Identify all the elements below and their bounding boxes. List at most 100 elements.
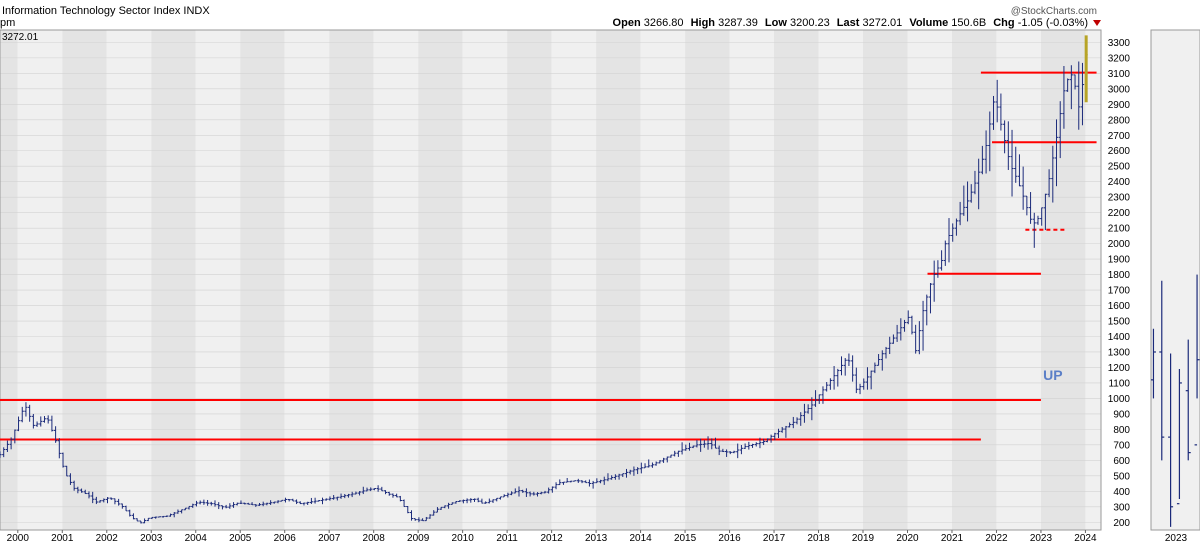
ohlc-bar [517,486,521,497]
ohlc-bar [13,429,17,444]
y-tick-label: 800 [1113,425,1130,436]
ohlc-bar [565,478,569,483]
ohlc-bar [443,505,447,509]
x-tick-label: 2008 [363,533,386,544]
x-tick-label: 2010 [452,533,475,544]
ohlc-bar [1014,146,1018,183]
x-tick-label: 2024 [1074,533,1097,544]
ohlc-bar [647,459,651,468]
ohlc-bar [87,491,91,499]
ohlc-bar [350,491,354,498]
y-tick-label: 3200 [1108,53,1131,64]
ohlc-bar [5,440,10,453]
ohlc-bar [1066,78,1070,92]
ohlc-bar [450,502,454,505]
ohlc-bar [294,499,299,505]
inset-ohlc-bar [1151,328,1156,399]
ohlc-bar [31,413,35,429]
year-band [685,30,730,530]
year-band [418,30,463,530]
ohlc-bar [272,501,276,504]
ohlc-bar [24,402,28,417]
ohlc-bar [658,460,662,464]
ohlc-bar [1058,101,1062,159]
ohlc-bar [354,491,358,495]
watermark: @StockCharts.com [1011,6,1097,17]
x-tick-label: 2012 [540,533,563,544]
y-axis: 200 300 400 500 600 700 800 900 1000 1100 1200 1300… [1108,38,1131,529]
ohlc-bar [661,457,666,463]
ohlc-bar [205,499,210,506]
ohlc-bar [16,416,21,432]
ohlc-bar [328,496,332,501]
year-band [863,30,908,530]
ohlc-bar [550,486,554,493]
x-tick-label: 2009 [407,533,430,544]
ohlc-bar [899,318,903,341]
ohlc-bar [958,201,962,226]
ohlc-bar [402,499,406,508]
y-tick-label: 2900 [1108,100,1131,111]
ohlc-bar [224,504,228,509]
ohlc-bar [980,145,984,175]
ohlc-bar [799,412,803,426]
ohlc-bar [991,95,996,130]
ohlc-bar [432,510,436,516]
ohlc-bar [706,436,710,450]
down-arrow-icon [1093,20,1101,26]
ohlc-bar [498,496,503,500]
year-bands [0,30,1101,530]
ohlc-bar [584,480,588,484]
ohlc-bar [83,489,87,495]
ohlc-bar [628,469,632,475]
ohlc-bar [876,354,881,366]
ohlc-bar [1036,215,1040,225]
ohlc-bar [602,476,606,485]
ohlc-bar [94,496,98,505]
ohlc-bar [9,437,13,450]
ohlc-bar [428,514,432,519]
ohlc-bar [954,218,959,236]
ohlc-bar [1003,120,1007,154]
ohlc-bar [847,353,851,366]
y-tick-label: 1000 [1108,394,1131,405]
x-tick-label: 2001 [51,533,74,544]
ohlc-bar [939,250,944,271]
y-tick-label: 2200 [1108,208,1131,219]
chart-subline: pm [0,17,15,29]
ohlc-bar [365,487,369,492]
ohlc-bar [617,473,621,480]
ohlc-bar [795,417,799,425]
ohlc-bar [962,185,966,216]
inset-ohlc-bars [1151,274,1200,527]
year-band [462,30,508,530]
y-tick-label: 500 [1113,471,1130,482]
ohlc-bar [1010,129,1014,197]
ohlc-bar [862,378,866,390]
y-tick-label: 700 [1113,440,1130,451]
y-tick-label: 1400 [1108,332,1131,343]
ohlc-bar [309,497,313,505]
x-tick-label: 2019 [852,533,875,544]
year-band [106,30,152,530]
y-tick-label: 2100 [1108,224,1131,235]
year-band [907,30,952,530]
ohlc-bar [421,518,425,522]
ohlc-bar [220,505,225,510]
ohlc-bar [209,501,213,506]
y-tick-label: 300 [1113,502,1130,513]
ohlc-bar [769,434,773,443]
ohlc-bar [695,440,699,448]
ohlc-bar [317,500,321,502]
ohlc-bar [1051,145,1055,203]
ohlc-bar [391,493,395,498]
ohlc-bar [280,499,284,502]
ohlc-bar [65,465,69,477]
ohlc-bar [476,497,480,503]
ohlc-bar [57,438,61,459]
ohlc-bar [361,486,365,495]
ohlc-bar [113,498,117,505]
ohlc-bar [276,500,280,504]
ohlc-bar [739,445,744,455]
ohlc-bar [372,488,377,491]
